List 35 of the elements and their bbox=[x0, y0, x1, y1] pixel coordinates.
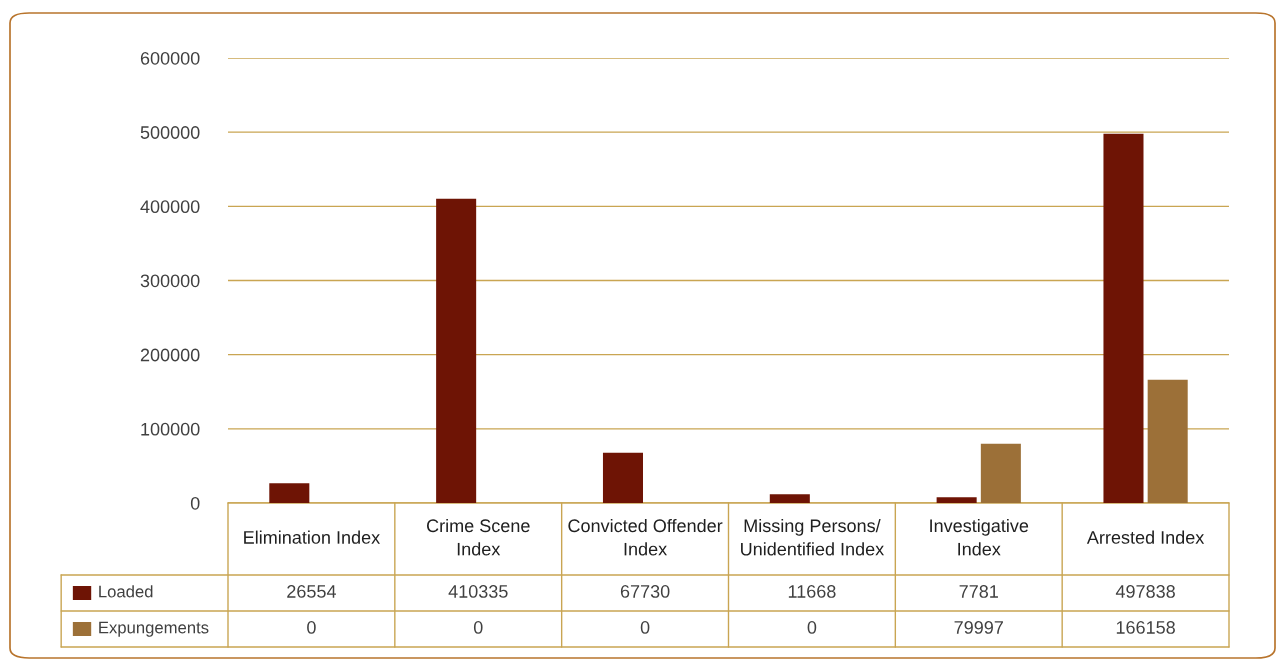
data-label: 79997 bbox=[954, 621, 1003, 634]
y-tick-label: 400000 bbox=[140, 200, 200, 214]
x-tick-label: Arrested Index bbox=[1086, 530, 1205, 544]
y-tick-label: 0 bbox=[190, 496, 200, 510]
bar bbox=[980, 443, 1021, 503]
y-tick-label: 300000 bbox=[140, 274, 200, 288]
data-label: 166158 bbox=[1116, 621, 1175, 634]
data-label: 67730 bbox=[620, 585, 670, 598]
data-label: 0 bbox=[307, 621, 316, 634]
x-tick-label: Missing Persons/ Unidentified Index bbox=[741, 518, 884, 556]
data-label: 7781 bbox=[959, 585, 998, 598]
data-label: 410335 bbox=[448, 585, 508, 598]
data-label: 0 bbox=[473, 621, 483, 634]
bar bbox=[936, 497, 977, 503]
x-tick-label: Crime Scene Index bbox=[426, 518, 530, 556]
data-label: 497838 bbox=[1115, 585, 1175, 598]
bar bbox=[269, 483, 310, 503]
data-label: 0 bbox=[807, 621, 817, 634]
bar bbox=[602, 452, 643, 503]
bar bbox=[1103, 133, 1144, 503]
data-label: 26554 bbox=[287, 585, 336, 598]
y-tick-label: 500000 bbox=[140, 126, 200, 139]
y-tick-label: 100000 bbox=[141, 422, 200, 436]
legend-label: Expungements bbox=[99, 621, 209, 637]
x-tick-label: Elimination Index bbox=[244, 530, 380, 544]
bar bbox=[436, 198, 477, 503]
x-tick-label: Investigative Index bbox=[930, 518, 1029, 556]
y-tick-label: 600000 bbox=[140, 51, 200, 65]
bar bbox=[769, 494, 810, 503]
data-label: 0 bbox=[640, 621, 650, 634]
legend-label: Loaded bbox=[99, 585, 153, 598]
y-tick-label: 200000 bbox=[140, 348, 200, 362]
bar bbox=[1147, 379, 1188, 503]
data-label: 11668 bbox=[788, 585, 836, 598]
x-tick-label: Convicted Offender Index bbox=[568, 518, 723, 556]
